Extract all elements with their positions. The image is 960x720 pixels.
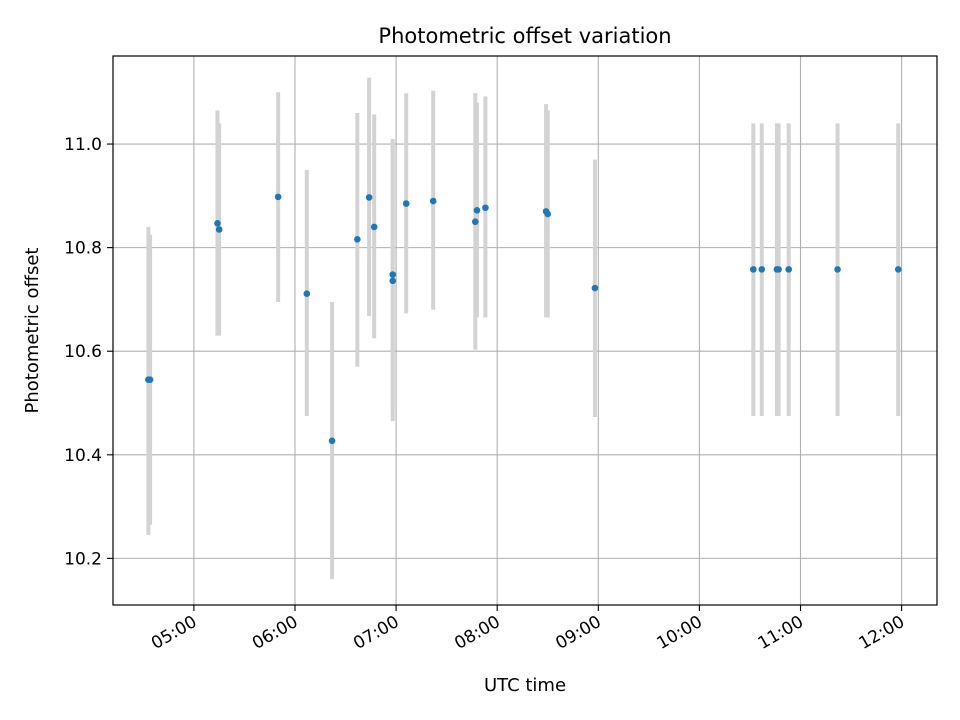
data-point bbox=[834, 266, 841, 273]
data-point bbox=[482, 204, 489, 212]
chart-title: Photometric offset variation bbox=[378, 24, 671, 48]
data-point bbox=[591, 284, 599, 292]
y-axis-label: Photometric offset bbox=[22, 248, 43, 414]
data-point bbox=[328, 437, 336, 445]
data-point bbox=[303, 290, 311, 298]
y-tick-label: 10.8 bbox=[64, 239, 102, 259]
data-point bbox=[402, 200, 410, 207]
data-point bbox=[274, 193, 282, 201]
y-tick-label: 10.2 bbox=[64, 549, 102, 569]
data-point bbox=[471, 218, 479, 226]
x-axis-label: UTC time bbox=[484, 675, 566, 696]
data-point bbox=[365, 194, 373, 201]
data-point bbox=[785, 266, 793, 273]
y-tick-label: 11.0 bbox=[64, 135, 102, 155]
y-tick-label: 10.6 bbox=[64, 342, 102, 362]
data-point bbox=[354, 236, 361, 243]
data-point bbox=[214, 219, 221, 227]
plot-frame bbox=[112, 55, 938, 606]
data-point bbox=[758, 266, 766, 273]
data-points bbox=[145, 193, 902, 445]
data-point bbox=[215, 226, 223, 233]
y-tick-label: 10.4 bbox=[64, 446, 102, 466]
grid bbox=[113, 56, 937, 605]
y-axis-ticks: 10.2 10.4 10.6 10.8 11.0 bbox=[64, 135, 113, 569]
data-point bbox=[894, 266, 902, 273]
data-point bbox=[750, 266, 757, 273]
data-point bbox=[389, 277, 397, 285]
data-point bbox=[370, 223, 378, 231]
data-point bbox=[544, 210, 552, 218]
data-point bbox=[389, 271, 397, 278]
data-point bbox=[473, 207, 481, 214]
data-point bbox=[775, 266, 782, 273]
data-point bbox=[429, 197, 437, 205]
data-point bbox=[146, 376, 154, 384]
